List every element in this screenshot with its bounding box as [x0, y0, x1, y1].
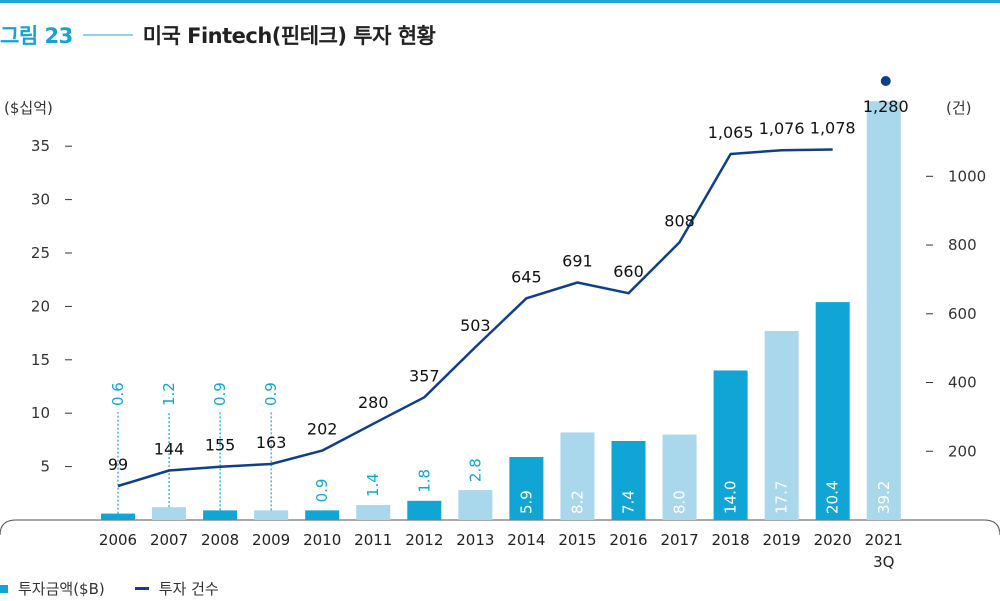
line-value-label: 503 [460, 316, 491, 335]
x-tick-label: 2014 [507, 531, 545, 549]
x-tick-label: 2009 [252, 531, 290, 549]
line-value-label: 660 [613, 262, 644, 281]
line-value-label: 1,280 [863, 97, 909, 116]
bar-value-label: 8.2 [568, 490, 586, 514]
left-tick-label: 5 [40, 458, 50, 476]
x-tick-label: 2020 [814, 531, 852, 549]
line-value-label: 357 [409, 366, 440, 385]
bar-value-label: 1.8 [415, 469, 433, 493]
x-tick-label: 2015 [558, 531, 596, 549]
x-tick-label: 2011 [354, 531, 392, 549]
legend-bar-label: 투자금액($B) [18, 580, 105, 598]
line-value-label: 1,078 [810, 118, 856, 137]
bar-2015 [560, 432, 595, 520]
figure-title: 그림 23 미국 Fintech(핀테크) 투자 현황 [0, 20, 436, 50]
line-value-label: 99 [108, 455, 128, 474]
bar-value-label: 17.7 [773, 481, 791, 514]
line-value-label: 1,076 [759, 119, 805, 138]
x-tick-label: 2010 [303, 531, 341, 549]
bar-value-label: 14.0 [722, 481, 740, 514]
bar-2019 [764, 330, 799, 520]
line-value-label: 163 [256, 433, 287, 452]
x-tick-label: 2012 [405, 531, 443, 549]
bar-2014 [509, 456, 544, 520]
bar-2020 [815, 302, 850, 520]
left-tick-label: 10 [31, 404, 50, 422]
left-tick-label: 30 [31, 191, 50, 209]
x-tick-sublabel: 3Q [873, 553, 894, 571]
bar-2009 [254, 510, 289, 520]
bar-value-label: 0.9 [262, 382, 280, 406]
chart-baseline [0, 519, 1000, 536]
right-tick-label: 600 [948, 305, 977, 323]
bar-2006 [101, 513, 135, 520]
left-tick-label: 25 [31, 244, 50, 262]
left-tick-label: 35 [31, 137, 50, 155]
x-tick-label: 2013 [456, 531, 494, 549]
left-tick-label: 20 [31, 297, 50, 315]
bar-value-label: 8.0 [671, 490, 689, 514]
bar-2012 [407, 500, 442, 520]
x-tick-label: 2008 [201, 531, 239, 549]
deal-count-line [117, 148, 833, 488]
right-tick-label: 800 [948, 236, 977, 254]
line-value-label: 645 [511, 267, 542, 286]
figure-number: 그림 23 [0, 24, 73, 48]
bar-value-label: 2.8 [466, 458, 484, 482]
x-tick-label: 2016 [609, 531, 647, 549]
legend-bar-swatch [0, 584, 8, 593]
bar-value-label: 0.9 [211, 382, 229, 406]
deal-count-point-2021 [880, 76, 891, 86]
line-value-label: 808 [664, 211, 695, 230]
bar-2011 [356, 505, 391, 520]
bar-value-label: 20.4 [824, 481, 842, 514]
line-value-label: 155 [205, 436, 236, 455]
x-tick-label: 2006 [99, 531, 137, 549]
right-tick-label: 1000 [948, 167, 986, 185]
bar-2013 [458, 490, 493, 520]
x-tick-label: 2018 [712, 531, 750, 549]
figure-title-text: 미국 Fintech(핀테크) 투자 현황 [142, 24, 436, 48]
bar-value-label: 39.2 [875, 481, 893, 514]
bar-2021 [866, 101, 901, 521]
bar-value-label: 7.4 [620, 490, 638, 514]
bar-2018 [713, 370, 748, 520]
line-value-label: 691 [562, 252, 593, 271]
bar-value-label: 1.4 [364, 473, 382, 497]
line-value-label: 1,065 [708, 123, 754, 142]
x-tick-label: 2017 [660, 531, 698, 549]
bar-2016 [611, 440, 646, 520]
legend: 투자금액($B) 투자 건수 [0, 578, 219, 599]
left-axis-unit: ($십억) [4, 99, 53, 117]
x-tick-label: 2021 [865, 531, 903, 549]
right-tick-label: 200 [948, 442, 977, 460]
line-value-label: 144 [154, 440, 185, 459]
top-rule [0, 0, 1000, 3]
bar-2017 [662, 434, 697, 520]
legend-line-label: 투자 건수 [158, 580, 219, 598]
bar-value-label: 0.9 [313, 479, 331, 503]
x-tick-label: 2007 [150, 531, 188, 549]
line-value-label: 280 [358, 393, 389, 412]
legend-line-swatch [134, 587, 149, 590]
title-separator [82, 34, 133, 36]
left-tick-label: 15 [31, 351, 50, 369]
right-tick-label: 400 [948, 374, 977, 392]
x-tick-label: 2019 [763, 531, 801, 549]
bar-value-label: 0.6 [109, 382, 127, 406]
bar-value-label: 5.9 [517, 490, 535, 514]
bar-value-label: 1.2 [160, 382, 178, 406]
bar-2008 [203, 510, 238, 520]
bar-2010 [305, 510, 340, 520]
bar-2007 [152, 507, 187, 520]
right-axis-unit: (건) [946, 99, 972, 117]
line-value-label: 202 [307, 420, 338, 439]
